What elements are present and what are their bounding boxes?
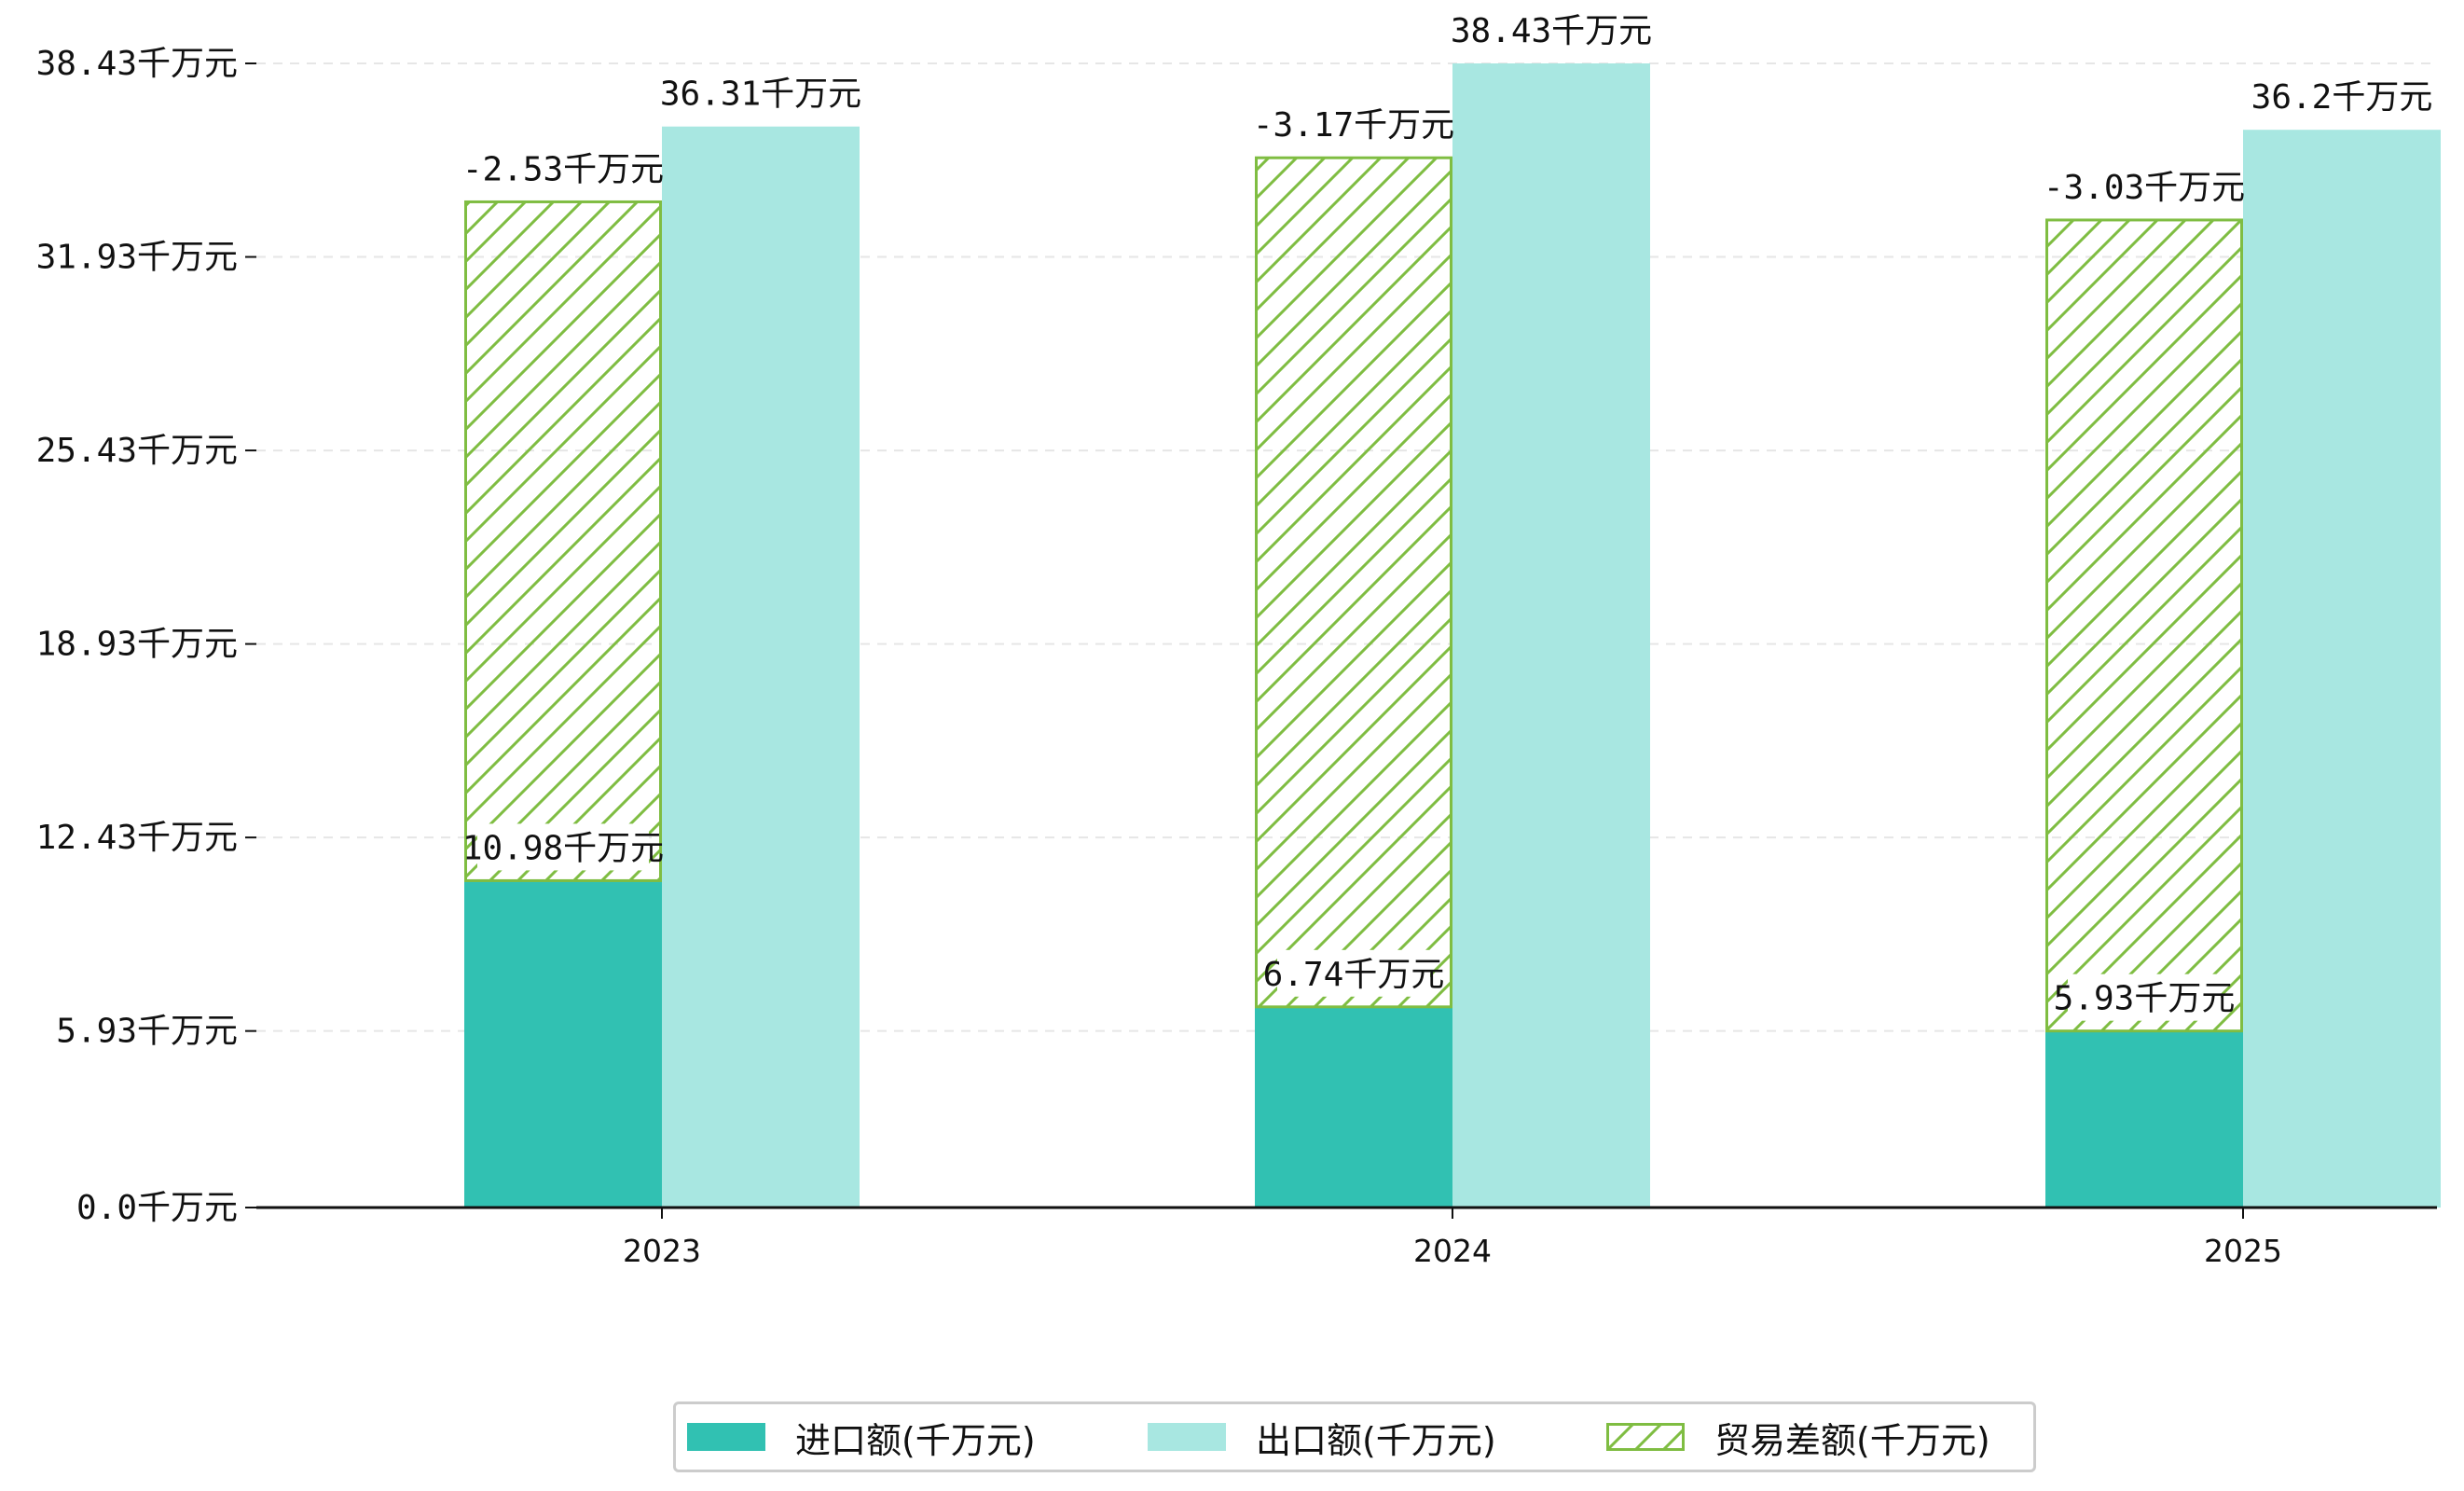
x-tick-label: 2025 bbox=[2204, 1233, 2282, 1269]
data-label-export: 38.43千万元 bbox=[1451, 12, 1652, 50]
y-tick-label: 31.93千万元 bbox=[36, 239, 238, 277]
data-label-import: 5.93千万元 bbox=[2054, 980, 2236, 1018]
axes: 0.0千万元 5.93千万元 12.43千万元 18.93千万元 25.43千万元 31.… bbox=[36, 45, 2437, 1269]
data-label-import: 10.98千万元 bbox=[462, 829, 664, 867]
data-label-export: 36.31千万元 bbox=[660, 76, 861, 114]
legend-label-trade-balance: 贸易差额(千万元) bbox=[1714, 1419, 1990, 1461]
y-tick-label: 38.43千万元 bbox=[36, 45, 238, 83]
bar-import bbox=[2045, 1030, 2243, 1208]
bars bbox=[464, 63, 2441, 1208]
data-label-export: 36.2千万元 bbox=[2251, 78, 2433, 117]
bar-import bbox=[464, 880, 662, 1208]
legend-item-import: 进口额(千万元) bbox=[687, 1404, 1036, 1470]
data-labels: 36.31千万元 -2.53千万元 10.98千万元 38.43千万元 -3.17千万元… bbox=[462, 7, 2433, 1021]
x-tick-label: 2024 bbox=[1413, 1233, 1492, 1269]
y-tick-label: 18.93千万元 bbox=[36, 626, 238, 664]
legend-swatch-export bbox=[1148, 1423, 1226, 1451]
data-label-trade-balance: -2.53千万元 bbox=[462, 150, 664, 188]
legend-swatch-trade-balance bbox=[1606, 1423, 1685, 1451]
data-label-import: 6.74千万元 bbox=[1263, 956, 1445, 994]
legend-hatch-swatch bbox=[1606, 1423, 1685, 1451]
bar-trade-balance bbox=[2045, 218, 2243, 1033]
data-label-import-bg bbox=[2068, 973, 2221, 1021]
data-label-export-bg bbox=[2265, 73, 2418, 120]
bar-export bbox=[662, 126, 860, 1208]
bar-export bbox=[2243, 130, 2441, 1208]
data-label-trade-balance: -3.17千万元 bbox=[1253, 106, 1454, 145]
data-label-trade-balance-bg bbox=[477, 145, 649, 192]
bar-trade-balance bbox=[464, 200, 662, 882]
bar-trade-balance bbox=[1255, 156, 1452, 1009]
legend: 进口额(千万元) 出口额(千万元) 贸易差额(千万元) bbox=[673, 1401, 2036, 1472]
data-label-export-bg bbox=[1466, 7, 1637, 53]
legend-label-export: 出口额(千万元) bbox=[1256, 1419, 1496, 1461]
data-label-trade-balance: -3.03千万元 bbox=[2044, 169, 2245, 207]
data-label-export-bg bbox=[675, 69, 847, 117]
y-tick-label: 25.43千万元 bbox=[36, 432, 238, 470]
bar-export bbox=[1452, 63, 1650, 1208]
legend-label-import: 进口额(千万元) bbox=[795, 1419, 1036, 1461]
data-label-import-bg bbox=[1277, 949, 1430, 997]
data-label-import-bg bbox=[477, 823, 649, 871]
y-tick-label: 5.93千万元 bbox=[56, 1013, 238, 1051]
legend-swatch-import bbox=[687, 1423, 765, 1451]
bar-import bbox=[1255, 1006, 1452, 1208]
data-label-trade-balance-bg bbox=[1268, 101, 1439, 148]
data-label-trade-balance-bg bbox=[2058, 162, 2230, 210]
x-tick-label: 2023 bbox=[623, 1233, 701, 1269]
y-tick-label: 0.0千万元 bbox=[76, 1189, 238, 1227]
y-tick-label: 12.43千万元 bbox=[36, 819, 238, 857]
legend-item-trade-balance: 贸易差额(千万元) bbox=[1606, 1404, 1990, 1470]
legend-item-export: 出口额(千万元) bbox=[1148, 1404, 1496, 1470]
chart: 0.0千万元 5.93千万元 12.43千万元 18.93千万元 25.43千万元 31.… bbox=[35, 7, 2441, 1269]
